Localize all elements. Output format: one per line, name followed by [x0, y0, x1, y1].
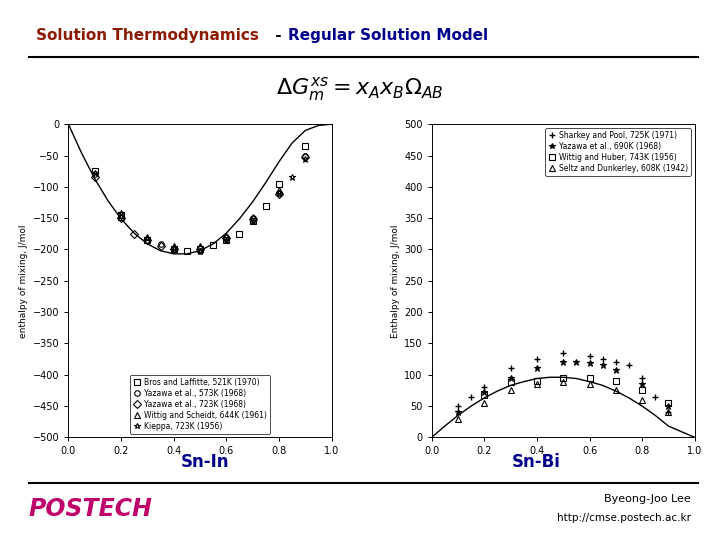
- Text: Sn-Bi: Sn-Bi: [512, 453, 561, 471]
- Text: POSTECH: POSTECH: [29, 497, 153, 521]
- Y-axis label: Enthalpy of mixing, J/mol: Enthalpy of mixing, J/mol: [391, 224, 400, 338]
- Text: Regular Solution Model: Regular Solution Model: [288, 28, 488, 43]
- Text: http://cmse.postech.ac.kr: http://cmse.postech.ac.kr: [557, 514, 691, 523]
- Text: $\Delta G_m^{xs} = x_A x_B \Omega_{AB}$: $\Delta G_m^{xs} = x_A x_B \Omega_{AB}$: [276, 75, 444, 103]
- Text: Sn-In: Sn-In: [181, 453, 230, 471]
- Text: Solution Thermodynamics: Solution Thermodynamics: [36, 28, 259, 43]
- Text: Byeong-Joo Lee: Byeong-Joo Lee: [605, 495, 691, 504]
- Legend: Sharkey and Pool, 725K (1971), Yazawa et al., 690K (1968), Wittig and Huber, 743: Sharkey and Pool, 725K (1971), Yazawa et…: [545, 128, 691, 176]
- Legend: Bros and Laffitte, 521K (1970), Yazawa et al., 573K (1968), Yazawa et al., 723K : Bros and Laffitte, 521K (1970), Yazawa e…: [130, 375, 270, 434]
- Text: -: -: [270, 28, 292, 43]
- Y-axis label: enthalpy of mixing, J/mol: enthalpy of mixing, J/mol: [19, 224, 29, 338]
